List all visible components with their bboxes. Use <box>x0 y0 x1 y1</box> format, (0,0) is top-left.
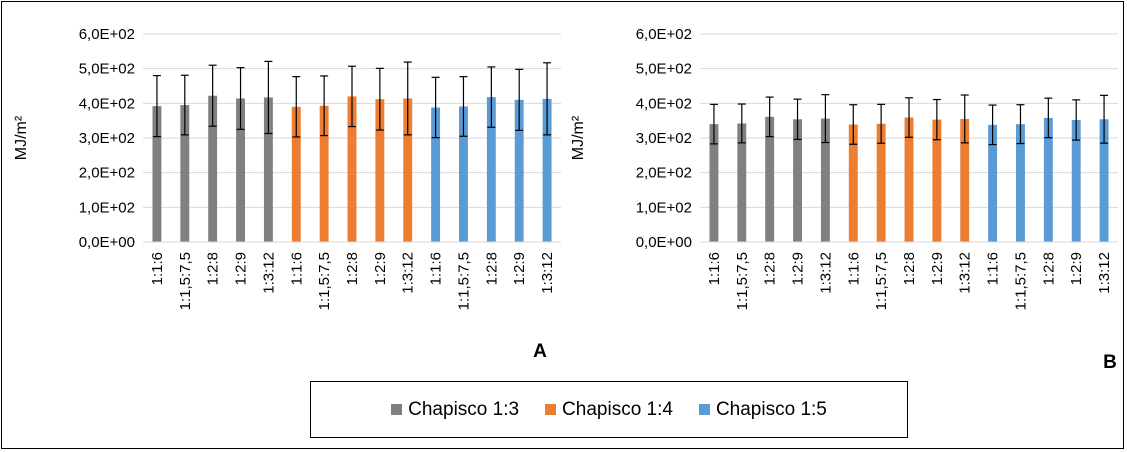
panel-b-bar <box>876 123 886 242</box>
panel-b-ytick-label: 0,0E+00 <box>636 234 692 251</box>
panel-a-xtick-label: 1:1,5:7,5 <box>316 252 333 310</box>
panel-b-bar <box>765 116 775 242</box>
panel-b-bar <box>709 124 719 242</box>
panel-a-xtick-label: 1:2:8 <box>344 252 361 285</box>
panel-b-bar <box>1099 119 1109 242</box>
panel-b-label: B <box>1103 352 1117 373</box>
panel-a-bar <box>180 105 190 242</box>
panel-a-bar <box>542 98 552 243</box>
panel-a-xtick-label: 1:2:9 <box>233 252 250 285</box>
panel-b-bar <box>988 124 998 242</box>
panel-a-bar <box>263 97 273 242</box>
panel-a-bar <box>208 95 218 242</box>
panel-b-bar <box>960 118 970 242</box>
panel-a-xtick-label: 1:2:8 <box>205 252 222 285</box>
panel-a-bar <box>486 97 496 243</box>
panel-a-bar <box>514 99 524 242</box>
panel-a-xtick-label: 1:1:6 <box>288 252 305 285</box>
panel-a-ytick-label: 0,0E+00 <box>79 234 135 251</box>
panel-a-bar <box>347 96 357 243</box>
legend: Chapisco 1:3 Chapisco 1:4 Chapisco 1:5 <box>310 381 908 438</box>
panel-b-bar <box>848 124 858 242</box>
panel-b-xtick-label: 1:1,5:7,5 <box>1012 252 1029 310</box>
panel-a-label: A <box>533 341 547 362</box>
panel-a-xtick-label: 1:1:6 <box>149 252 166 285</box>
panel-a-bar <box>319 105 329 242</box>
legend-swatch-chapisco-1-4 <box>545 404 557 415</box>
panel-b-xtick-label: 1:3:12 <box>957 252 974 294</box>
panel-b-bar <box>820 118 830 242</box>
panel-a-bar <box>375 99 385 242</box>
panel-a-xtick-label: 1:3:12 <box>260 252 277 294</box>
panel-b-bar <box>737 123 747 242</box>
panel-b-xtick-label: 1:1,5:7,5 <box>873 252 890 310</box>
panel-b-xtick-label: 1:2:8 <box>762 252 779 285</box>
panel-b-xtick-label: 1:3:12 <box>1096 252 1113 294</box>
panel-a-bar <box>152 106 162 243</box>
panel-b-bar <box>1071 119 1081 242</box>
panel-a-ytick-label: 3,0E+02 <box>79 130 135 147</box>
panel-a-xtick-label: 1:1:6 <box>428 252 445 285</box>
legend-swatch-chapisco-1-5 <box>698 404 710 415</box>
panel-b-xtick-label: 1:2:9 <box>929 252 946 285</box>
panel-b-ylabel: MJ/m² <box>570 115 587 160</box>
panel-b-ytick-label: 4,0E+02 <box>636 95 692 112</box>
legend-label-chapisco-1-4: Chapisco 1:4 <box>562 398 673 420</box>
panel-b-ytick-label: 5,0E+02 <box>636 61 692 78</box>
panel-a-ylabel: MJ/m² <box>13 115 30 160</box>
panel-a-xtick-label: 1:2:8 <box>483 252 500 285</box>
panel-b-bar <box>1043 117 1053 242</box>
panel-a-xtick-label: 1:2:9 <box>372 252 389 285</box>
legend-label-chapisco-1-3: Chapisco 1:3 <box>408 398 520 420</box>
panel-b-ytick-label: 6,0E+02 <box>636 26 692 43</box>
panel-a-bar <box>431 107 441 242</box>
panel-a-xtick-label: 1:2:9 <box>511 252 528 285</box>
panel-a-ytick-label: 1,0E+02 <box>79 199 135 216</box>
panel-a-ytick-label: 6,0E+02 <box>79 26 135 43</box>
panel-a-xtick-label: 1:1,5:7,5 <box>455 252 472 310</box>
panel-b-xtick-label: 1:2:8 <box>1040 252 1057 285</box>
panel-a-ytick-label: 2,0E+02 <box>79 165 135 182</box>
panel-b-xtick-label: 1:3:12 <box>817 252 834 294</box>
panel-b-xtick-label: 1:1:6 <box>845 252 862 285</box>
panel-a-xtick-label: 1:1,5:7,5 <box>177 252 194 310</box>
panel-b-ytick-label: 3,0E+02 <box>636 130 692 147</box>
panel-b-xtick-label: 1:1:6 <box>706 252 723 285</box>
legend-item-chapisco-1-4: Chapisco 1:4 <box>545 399 673 421</box>
panel-b-bar <box>904 117 914 242</box>
panel-a-xtick-label: 1:3:12 <box>539 252 556 294</box>
panel-b-xtick-label: 1:2:8 <box>901 252 918 285</box>
panel-a-ytick-label: 5,0E+02 <box>79 61 135 78</box>
panel-a-bar <box>403 98 413 242</box>
legend-label-chapisco-1-5: Chapisco 1:5 <box>715 398 827 420</box>
legend-item-chapisco-1-3: Chapisco 1:3 <box>391 399 519 421</box>
panel-b-xtick-label: 1:1:6 <box>985 252 1002 285</box>
panel-b-ytick-label: 1,0E+02 <box>636 199 692 216</box>
panel-b-ytick-label: 2,0E+02 <box>636 165 692 182</box>
panel-b-bar <box>1016 124 1025 242</box>
panel-a-bar <box>459 106 468 242</box>
panel-b-bar <box>932 119 942 242</box>
panel-a-xtick-label: 1:3:12 <box>400 252 417 294</box>
legend-item-chapisco-1-5: Chapisco 1:5 <box>698 398 827 421</box>
panel-b-xtick-label: 1:2:9 <box>790 252 807 285</box>
panel-b-bar <box>793 119 802 242</box>
panel-a-ytick-label: 4,0E+02 <box>79 95 135 112</box>
panel-a-bar <box>236 98 245 242</box>
panel-b-xtick-label: 1:2:9 <box>1068 252 1085 285</box>
panel-b-xtick-label: 1:1,5:7,5 <box>734 252 751 310</box>
legend-swatch-chapisco-1-3 <box>391 404 403 415</box>
panel-a-bar <box>291 106 301 242</box>
